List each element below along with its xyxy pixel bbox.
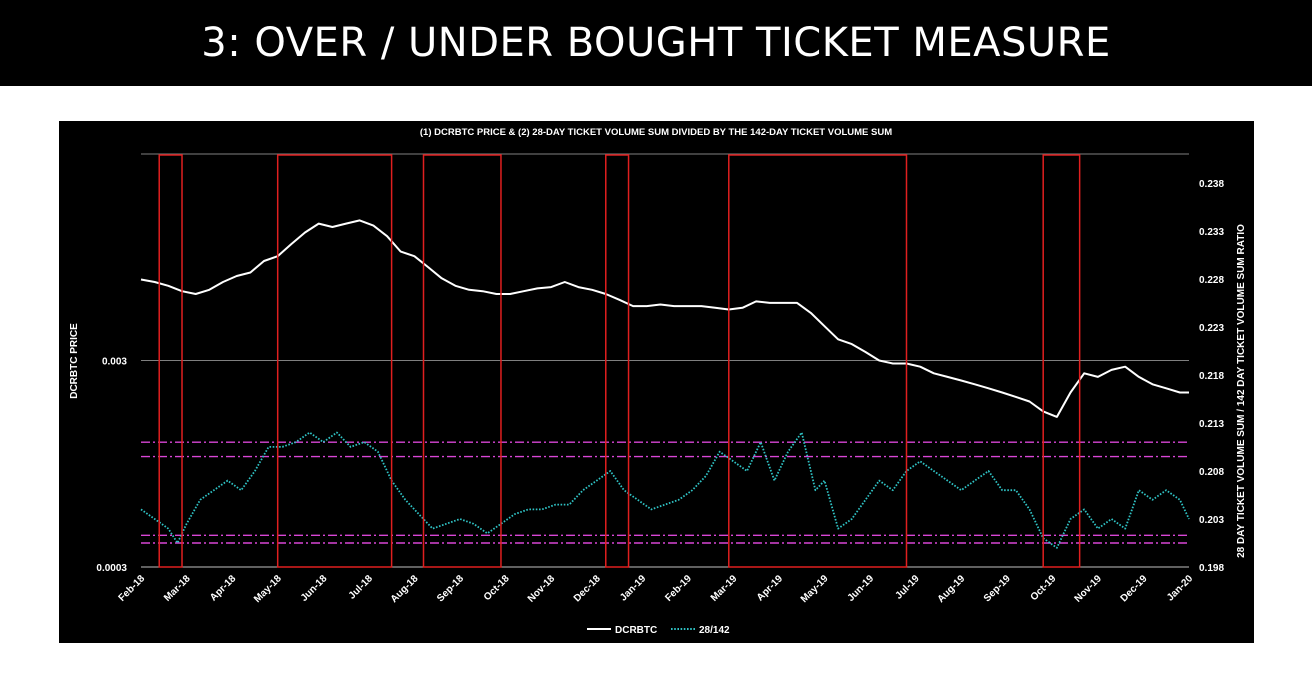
- x-tick-label: May-19: [799, 573, 831, 605]
- highlight-box: [158, 154, 183, 568]
- axes: 0.003 0.0003 0.198 0.203 0.208 0.213 0.218 0.22…: [96, 179, 1224, 605]
- threshold-bands: [141, 441, 1189, 544]
- x-tick-label: Jun-19: [846, 573, 877, 604]
- y2-tick-label: 0.223: [1199, 323, 1224, 334]
- slide-header: 3: OVER / UNDER BOUGHT TICKET MEASURE: [0, 0, 1312, 86]
- legend-label: 28/142: [699, 625, 730, 636]
- x-tick-label: Apr-18: [208, 573, 238, 603]
- x-tick-label: Oct-19: [1029, 573, 1059, 603]
- x-tick-label: Sep-18: [435, 573, 466, 604]
- y2-tick-label: 0.198: [1199, 563, 1224, 574]
- gridlines: [141, 153, 1189, 568]
- y2-tick-label: 0.203: [1199, 515, 1224, 526]
- y-tick-label: 0.0003: [96, 563, 127, 574]
- x-tick-label: Aug-18: [389, 573, 421, 605]
- highlight-box: [276, 154, 393, 568]
- x-tick-label: Dec-18: [572, 573, 603, 604]
- x-tick-label: Mar-19: [709, 573, 740, 604]
- y-tick-label: 0.003: [102, 357, 127, 368]
- chart-title: (1) DCRBTC PRICE & (2) 28-DAY TICKET VOL…: [420, 127, 892, 138]
- x-tick-label: Feb-19: [663, 573, 694, 604]
- x-tick-label: Dec-19: [1119, 573, 1150, 604]
- y2-tick-label: 0.208: [1199, 467, 1224, 478]
- series-line-dcrbtc: [140, 219, 1189, 418]
- highlight-box: [605, 154, 630, 568]
- y-axis-label-right: 28 DAY TICKET VOLUME SUM / 142 DAY TICKE…: [1236, 224, 1247, 558]
- chart-svg: (1) DCRBTC PRICE & (2) 28-DAY TICKET VOL…: [69, 127, 1247, 636]
- x-tick-label: May-18: [252, 573, 284, 605]
- x-tick-label: Aug-19: [936, 573, 968, 605]
- y-axis-label-left: DCRBTC PRICE: [69, 323, 80, 399]
- x-tick-label: Jan-19: [618, 573, 648, 603]
- chart-panel: (1) DCRBTC PRICE & (2) 28-DAY TICKET VOL…: [59, 121, 1254, 643]
- highlight-box: [728, 154, 908, 568]
- x-tick-label: Mar-18: [162, 573, 193, 604]
- y2-tick-label: 0.233: [1199, 227, 1224, 238]
- highlight-box: [1042, 154, 1081, 568]
- x-tick-label: Jul-18: [347, 573, 376, 602]
- series-line-28142: [140, 431, 1190, 549]
- y2-tick-label: 0.218: [1199, 371, 1224, 382]
- x-tick-label: Nov-18: [526, 573, 558, 605]
- legend-label: DCRBTC: [615, 625, 657, 636]
- x-tick-label: Oct-18: [482, 573, 512, 603]
- x-tick-label: Jun-18: [299, 573, 330, 604]
- x-tick-label: Jul-19: [894, 573, 923, 602]
- highlight-box: [422, 154, 502, 568]
- legend: DCRBTC 28/142: [587, 625, 730, 636]
- y2-tick-label: 0.238: [1199, 179, 1224, 190]
- series-lines: [140, 219, 1190, 549]
- y2-tick-label: 0.213: [1199, 419, 1224, 430]
- x-tick-label: Jan-20: [1165, 573, 1195, 603]
- y2-tick-label: 0.228: [1199, 275, 1224, 286]
- x-tick-label: Feb-18: [117, 573, 148, 604]
- x-tick-label: Nov-19: [1073, 573, 1105, 605]
- highlight-boxes: [158, 154, 1081, 568]
- x-tick-label: Apr-19: [755, 573, 785, 603]
- x-tick-label: Sep-19: [982, 573, 1013, 604]
- slide-title: 3: OVER / UNDER BOUGHT TICKET MEASURE: [201, 20, 1111, 66]
